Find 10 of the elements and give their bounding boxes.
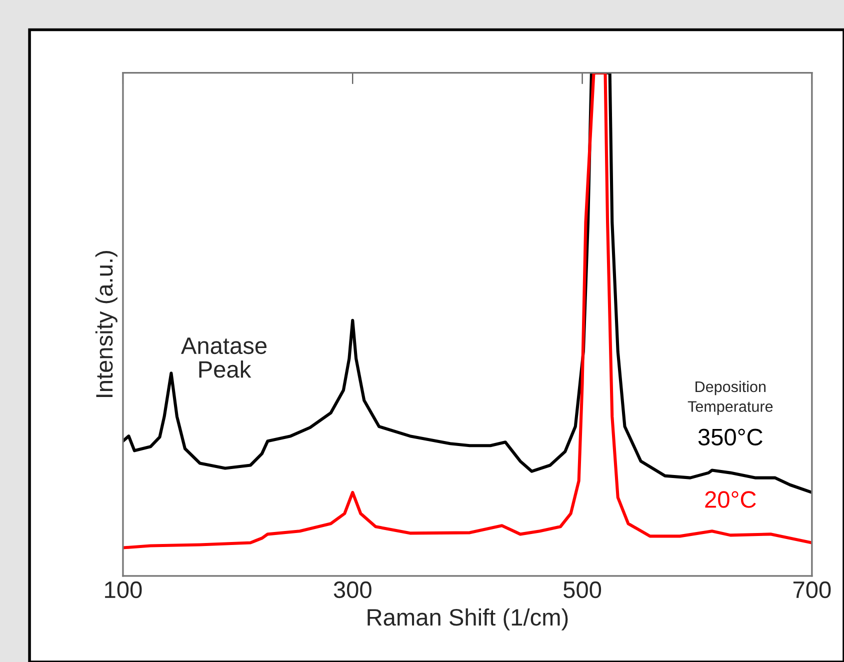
x-tick-label: 300	[334, 581, 372, 598]
series-label: 20°C	[705, 491, 756, 508]
x-tick-label: 100	[105, 581, 142, 598]
x-axis-title: Raman Shift (1/cm)	[368, 608, 568, 630]
y-axis-title: Intensity (a.u.)	[95, 251, 118, 397]
legend-title: Deposition Temperature	[688, 380, 773, 415]
x-tick-label: 500	[564, 581, 602, 598]
annotation: Anatase Peak	[180, 338, 267, 378]
x-tick-label: 700	[793, 581, 831, 598]
series-label: 350°C	[698, 428, 762, 446]
